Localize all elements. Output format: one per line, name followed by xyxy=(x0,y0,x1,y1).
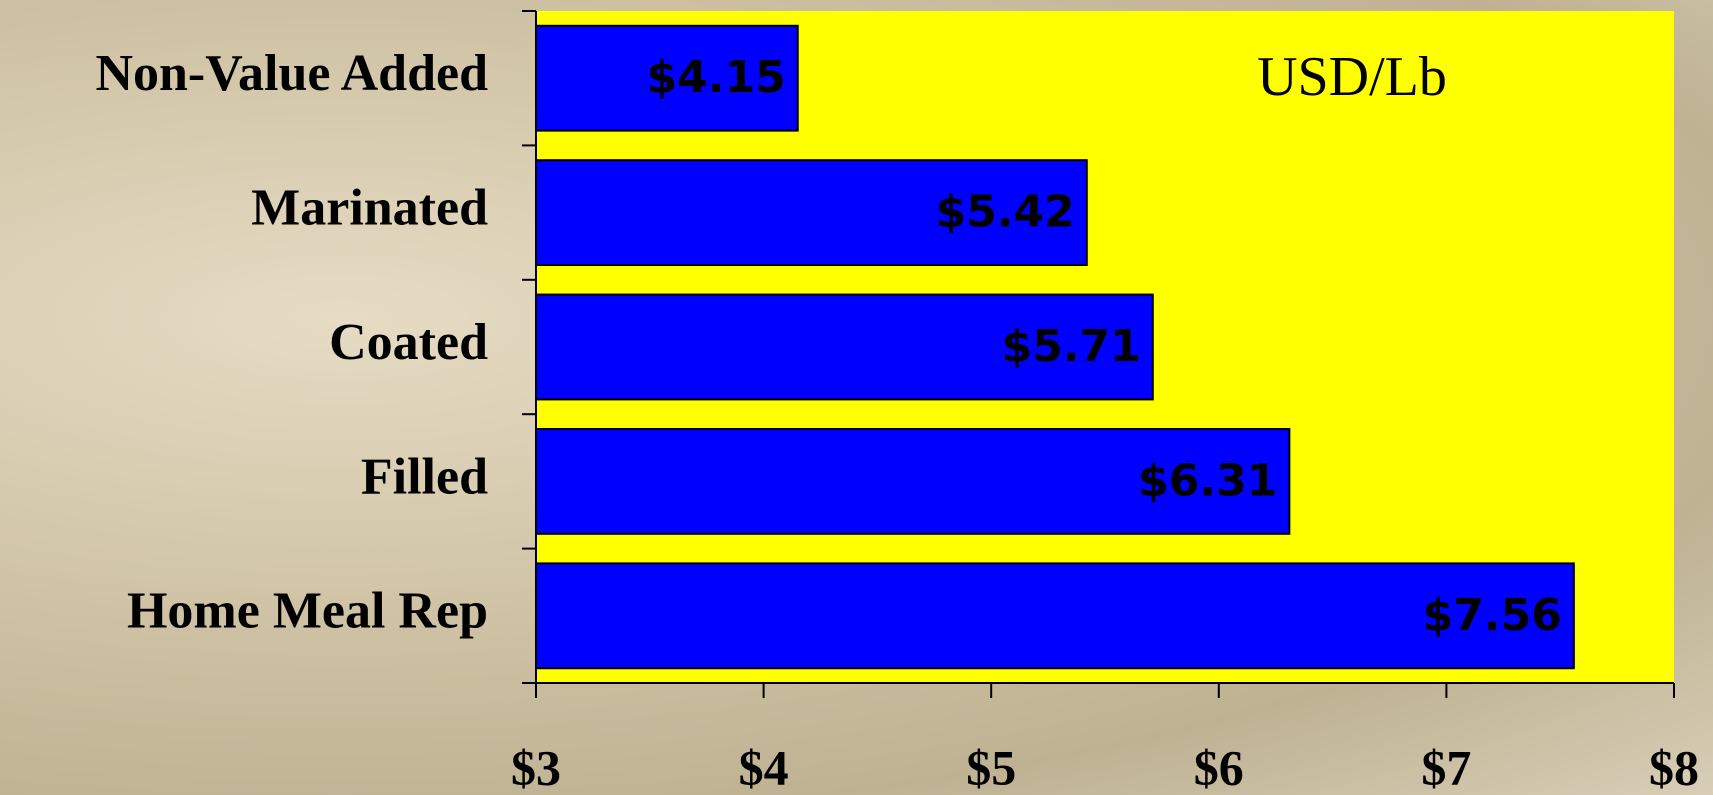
x-tick-label: $4 xyxy=(739,739,789,795)
bar xyxy=(535,159,1088,267)
bar xyxy=(535,24,799,132)
bar xyxy=(535,562,1575,670)
category-label: Non-Value Added xyxy=(95,45,488,102)
bar xyxy=(535,293,1154,401)
x-tick-label: $8 xyxy=(1649,739,1699,795)
annotation: USD/Lb xyxy=(1257,46,1447,108)
category-label: Coated xyxy=(329,314,488,371)
value-label: $5.71 xyxy=(1002,321,1141,372)
x-tick-label: $6 xyxy=(1194,739,1244,795)
x-tick-label: $3 xyxy=(511,739,561,795)
value-label: $6.31 xyxy=(1138,455,1277,506)
category-label: Home Meal Rep xyxy=(127,583,488,640)
value-label: $7.56 xyxy=(1423,590,1562,641)
value-label: $4.15 xyxy=(647,52,786,103)
category-label: Filled xyxy=(361,448,488,505)
x-tick-label: $7 xyxy=(1421,739,1471,795)
value-label: $5.42 xyxy=(936,187,1075,238)
category-label: Marinated xyxy=(251,180,488,237)
bar xyxy=(535,427,1291,535)
x-tick-label: $5 xyxy=(966,739,1016,795)
